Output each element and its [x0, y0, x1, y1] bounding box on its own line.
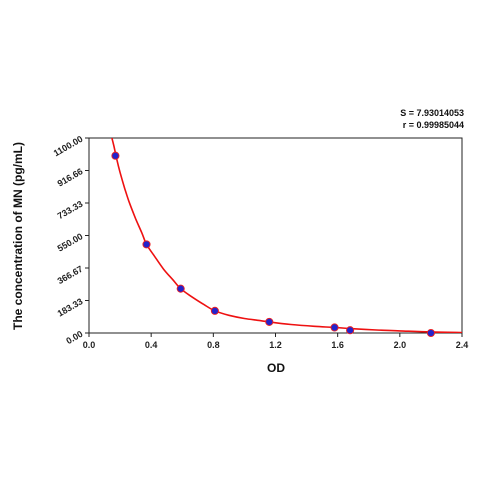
x-tick-label: 0.8	[207, 340, 220, 350]
stat-annotations: S = 7.93014053 r = 0.99985044	[400, 108, 464, 130]
y-axis-ticks: 0.00 183.33 366.67 550.00 733.33 916.66 1100.0…	[52, 134, 89, 346]
x-tick-label: 2.0	[394, 340, 407, 350]
data-point	[346, 326, 355, 335]
y-tick-label: 366.67	[56, 264, 85, 286]
data-point	[330, 323, 339, 332]
x-tick-label: 1.6	[331, 340, 344, 350]
data-point	[142, 240, 151, 249]
data-point	[210, 306, 219, 315]
y-axis-title: The concentration of MN (pg/mL)	[11, 142, 25, 330]
x-axis-ticks: 0.0 0.4 0.8 1.2 1.6 2.0 2.4	[83, 333, 469, 350]
data-points	[111, 151, 435, 338]
fit-curve-line	[111, 138, 462, 333]
x-tick-label: 1.2	[269, 340, 282, 350]
x-tick-label: 2.4	[456, 340, 469, 350]
data-point	[111, 151, 120, 160]
annotation-s-value: S = 7.93014053	[400, 108, 464, 118]
y-tick-label: 733.33	[56, 199, 85, 221]
fit-curve-group	[111, 138, 462, 333]
data-point	[176, 284, 185, 293]
y-tick-label: 916.66	[56, 166, 85, 188]
y-tick-label: 0.00	[64, 329, 84, 346]
annotation-r-value: r = 0.99985044	[403, 120, 464, 130]
y-tick-label: 183.33	[56, 296, 85, 318]
x-tick-label: 0.4	[145, 340, 158, 350]
y-tick-label: 550.00	[56, 231, 85, 253]
data-point	[265, 317, 274, 326]
x-tick-label: 0.0	[83, 340, 96, 350]
plot-area-frame	[88, 137, 463, 334]
y-tick-label: 1100.00	[52, 134, 85, 159]
x-axis-title: OD	[267, 361, 285, 375]
data-point	[426, 328, 435, 338]
